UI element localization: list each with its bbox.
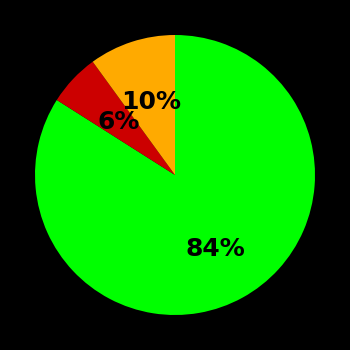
Wedge shape [93,35,175,175]
Text: 10%: 10% [121,90,181,114]
Wedge shape [57,62,175,175]
Text: 84%: 84% [186,237,245,261]
Wedge shape [35,35,315,315]
Text: 6%: 6% [98,110,140,134]
